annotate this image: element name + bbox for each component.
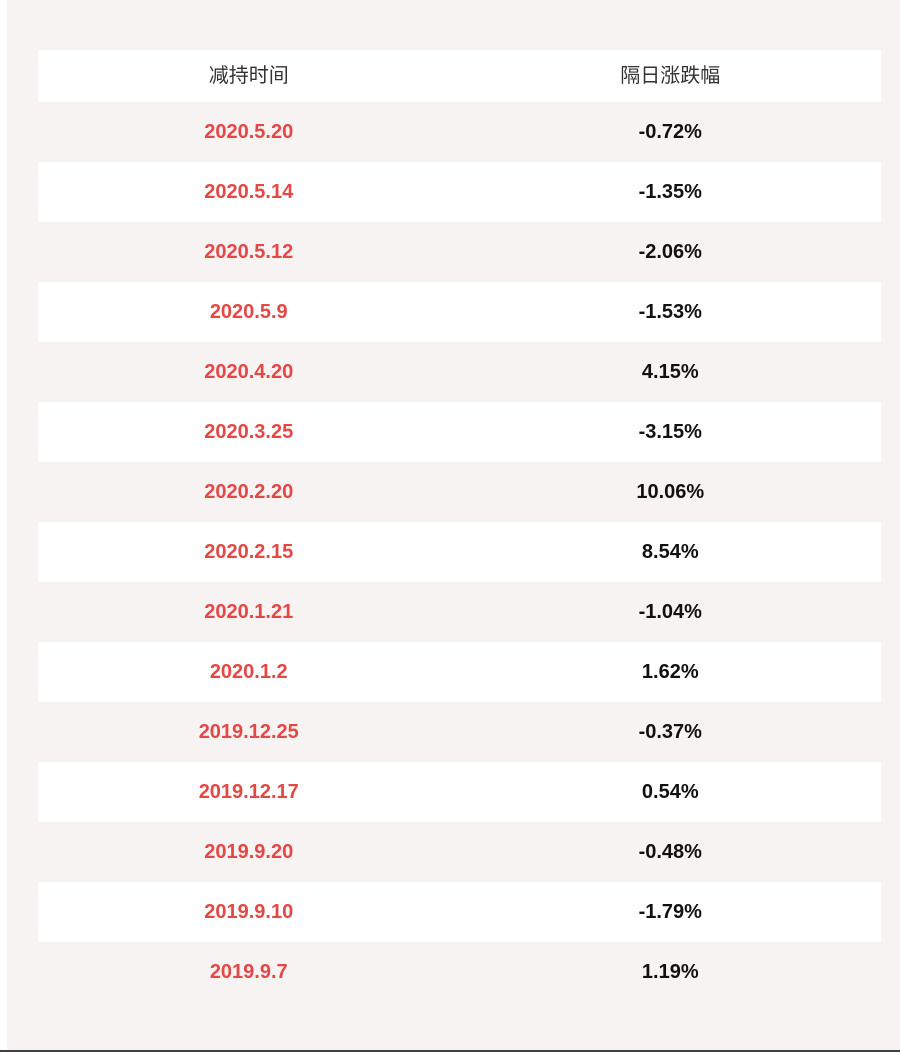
- date-cell: 2020.4.20: [204, 361, 294, 383]
- table-header-row: 减持时间 隔日涨跌幅: [38, 50, 881, 102]
- column-header-date: 减持时间: [208, 65, 289, 87]
- table-row: 2020.5.14 -1.35%: [38, 162, 881, 222]
- change-cell: 1.62%: [641, 661, 699, 683]
- date-cell: 2020.1.21: [204, 601, 294, 623]
- reduction-history-table: 减持时间 隔日涨跌幅 2020.5.20 -0.72% 2020.5.14 -1…: [38, 50, 881, 1002]
- date-cell: 2020.5.14: [204, 181, 294, 203]
- date-cell: 2019.9.7: [209, 961, 288, 983]
- column-header-change: 隔日涨跌幅: [620, 65, 721, 87]
- table-row: 2019.12.17 0.54%: [38, 762, 881, 822]
- change-cell: -1.04%: [638, 601, 702, 623]
- table-row: 2019.9.7 1.19%: [38, 942, 881, 1002]
- date-cell: 2019.12.25: [198, 721, 299, 743]
- change-cell: -0.48%: [638, 841, 702, 863]
- date-cell: 2020.2.15: [204, 541, 294, 563]
- table-row: 2020.5.12 -2.06%: [38, 222, 881, 282]
- left-edge-strip: [0, 0, 7, 1052]
- date-cell: 2020.5.20: [204, 121, 294, 143]
- date-cell: 2019.9.10: [204, 901, 294, 923]
- table-row: 2020.1.21 -1.04%: [38, 582, 881, 642]
- table-row: 2020.5.20 -0.72%: [38, 102, 881, 162]
- change-cell: 4.15%: [641, 361, 699, 383]
- change-cell: 0.54%: [641, 781, 699, 803]
- change-cell: -2.06%: [638, 241, 702, 263]
- date-cell: 2020.5.9: [209, 301, 288, 323]
- change-cell: 1.19%: [641, 961, 699, 983]
- table-row: 2020.2.15 8.54%: [38, 522, 881, 582]
- table-row: 2020.3.25 -3.15%: [38, 402, 881, 462]
- change-cell: -1.53%: [638, 301, 702, 323]
- change-cell: -1.35%: [638, 181, 702, 203]
- date-cell: 2020.5.12: [204, 241, 294, 263]
- change-cell: -3.15%: [638, 421, 702, 443]
- date-cell: 2020.3.25: [204, 421, 294, 443]
- table-row: 2020.5.9 -1.53%: [38, 282, 881, 342]
- date-cell: 2019.9.20: [204, 841, 294, 863]
- table-row: 2020.2.20 10.06%: [38, 462, 881, 522]
- table-row: 2019.9.10 -1.79%: [38, 882, 881, 942]
- table-row: 2019.9.20 -0.48%: [38, 822, 881, 882]
- table-row: 2020.4.20 4.15%: [38, 342, 881, 402]
- change-cell: -1.79%: [638, 901, 702, 923]
- date-cell: 2019.12.17: [198, 781, 299, 803]
- bottom-edge-bar: [0, 1050, 900, 1052]
- date-cell: 2020.1.2: [209, 661, 288, 683]
- change-cell: 8.54%: [641, 541, 699, 563]
- change-cell: -0.72%: [638, 121, 702, 143]
- change-cell: -0.37%: [638, 721, 702, 743]
- table-row: 2020.1.2 1.62%: [38, 642, 881, 702]
- table-row: 2019.12.25 -0.37%: [38, 702, 881, 762]
- change-cell: 10.06%: [636, 481, 705, 503]
- date-cell: 2020.2.20: [204, 481, 294, 503]
